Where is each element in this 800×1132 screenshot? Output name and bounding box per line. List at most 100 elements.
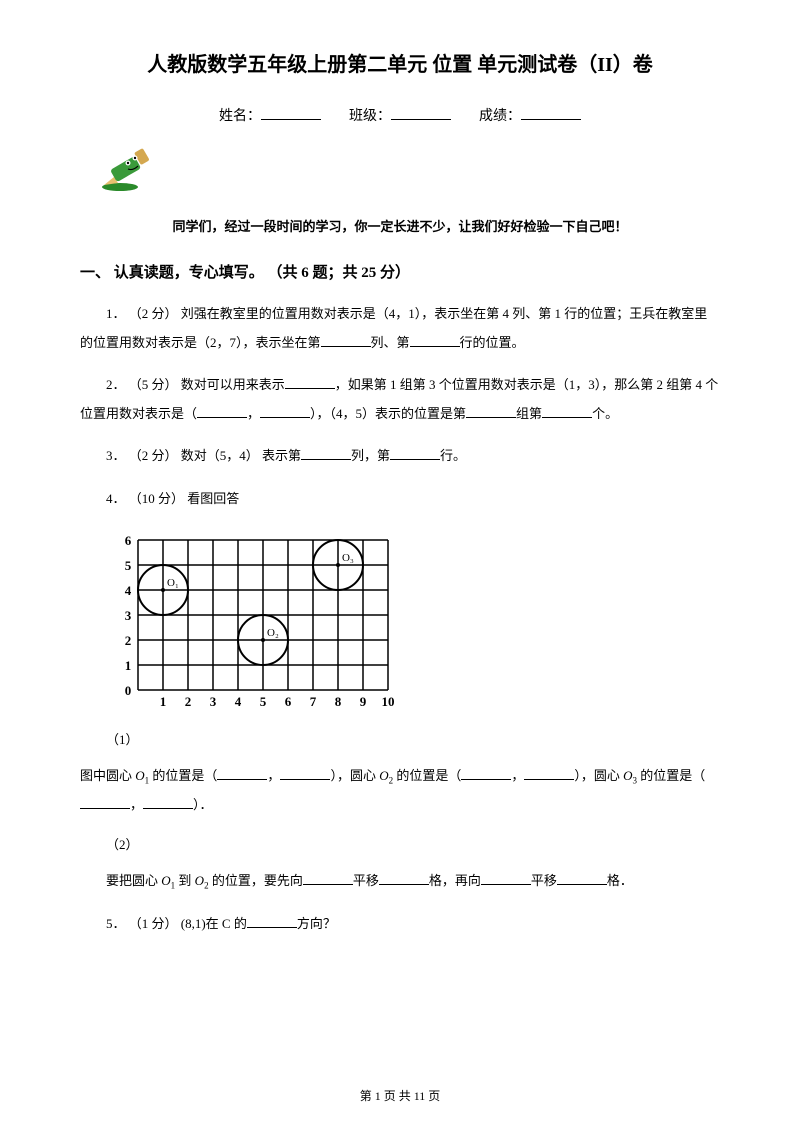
q4s1-b6: [143, 797, 193, 809]
q5-b1: [247, 916, 297, 928]
q4s2-t7: 格．: [607, 873, 633, 888]
footer-t1: 第: [360, 1089, 375, 1103]
q2-t5: 组第: [516, 406, 542, 421]
q4s2-t2: 到: [175, 873, 195, 888]
q2-b5: [542, 406, 592, 418]
q4-sub2-label: （2）: [106, 834, 720, 853]
svg-text:6: 6: [285, 694, 292, 709]
question-4-sub2: 要把圆心 O1 到 O2 的位置，要先向平移格，再向平移格．: [80, 867, 720, 896]
svg-text:2: 2: [185, 694, 192, 709]
q4s1-t7: ），圆心: [574, 768, 623, 783]
q4-sub1-label: （1）: [106, 729, 720, 748]
name-blank: [261, 106, 321, 120]
q4s2-o1: O: [161, 873, 170, 888]
svg-text:0: 0: [125, 683, 132, 698]
q1-blank-2: [410, 335, 460, 347]
score-label: 成绩：: [479, 109, 521, 124]
q4s2-t1: 要把圆心: [106, 873, 161, 888]
q2-t6: 个。: [592, 406, 618, 421]
q4s1-o3: O: [623, 768, 632, 783]
question-4-sub1: 图中圆心 O1 的位置是（，），圆心 O2 的位置是（，），圆心 O3 的位置是…: [80, 762, 720, 820]
q4s1-t4: ），圆心: [330, 768, 379, 783]
question-2: 2． （5 分） 数对可以用来表示，如果第 1 组第 3 个位置用数对表示是（1…: [80, 371, 720, 428]
question-5: 5． （1 分） (8,1)在 C 的 方向？: [80, 910, 720, 939]
class-label: 班级：: [349, 109, 391, 124]
q4s1-t9: ，: [130, 797, 143, 812]
svg-text:1: 1: [160, 694, 167, 709]
q4s1-t1: 图中圆心: [80, 768, 135, 783]
svg-text:8: 8: [335, 694, 342, 709]
q4s1-t2: 的位置是（: [149, 768, 217, 783]
q4s2-b2: [379, 873, 429, 885]
q4s2-t3: 的位置，要先向: [209, 873, 303, 888]
svg-text:4: 4: [235, 694, 242, 709]
q4s1-b5: [80, 797, 130, 809]
q4s1-b1: [217, 768, 267, 780]
q4s1-t3: ，: [267, 768, 280, 783]
svg-text:10: 10: [382, 694, 395, 709]
page-title: 人教版数学五年级上册第二单元 位置 单元测试卷（II）卷: [80, 48, 720, 77]
question-4-header: 4． （10 分） 看图回答: [80, 485, 720, 514]
svg-text:O₁: O₁: [167, 577, 179, 589]
q2-b2: [197, 406, 247, 418]
q5-t1: 5． （1 分） (8,1)在 C 的: [106, 916, 247, 931]
q4s1-t5: 的位置是（: [393, 768, 461, 783]
footer-total: 11: [414, 1089, 426, 1103]
question-1: 1． （2 分） 刘强在教室里的位置用数对表示是（4，1），表示坐在第 4 列、…: [80, 300, 720, 357]
svg-text:O₃: O₃: [342, 552, 354, 564]
q4s1-b2: [280, 768, 330, 780]
footer-t2: 页 共: [381, 1089, 414, 1103]
svg-text:9: 9: [360, 694, 367, 709]
q2-t1: 2． （5 分） 数对可以用来表示: [106, 377, 285, 392]
score-blank: [521, 106, 581, 120]
q2-b4: [466, 406, 516, 418]
q2-b3: [260, 406, 310, 418]
q3-t1: 3． （2 分） 数对（5，4） 表示第: [106, 448, 301, 463]
q3-t2: 列，第: [351, 448, 390, 463]
q4s1-t8: 的位置是（: [637, 768, 705, 783]
q1-blank-1: [321, 335, 371, 347]
question-3: 3． （2 分） 数对（5，4） 表示第 列，第 行。: [80, 442, 720, 471]
q4s1-t10: ）．: [193, 797, 213, 812]
svg-text:2: 2: [125, 633, 132, 648]
grid-chart: 0 1 2 3 4 5 6 1 2 3 4 5 6 7 8 9 10 O₁ O₂ O₃: [120, 530, 720, 715]
svg-text:1: 1: [125, 658, 132, 673]
q4s2-t6: 平移: [531, 873, 557, 888]
q4s2-b1: [303, 873, 353, 885]
q2-b1: [285, 377, 335, 389]
svg-text:3: 3: [125, 608, 132, 623]
svg-text:O₂: O₂: [267, 627, 279, 639]
svg-text:4: 4: [125, 583, 132, 598]
page-footer: 第 1 页 共 11 页: [0, 1087, 800, 1104]
q2-t4: ），（4，5）表示的位置是第: [310, 406, 466, 421]
svg-text:6: 6: [125, 533, 132, 548]
q4s2-t4: 平移: [353, 873, 379, 888]
section-1-header: 一、 认真读题，专心填写。 （共 6 题；共 25 分）: [80, 261, 720, 282]
svg-text:7: 7: [310, 694, 317, 709]
q4s2-o2: O: [195, 873, 204, 888]
svg-text:5: 5: [260, 694, 267, 709]
q4s1-o2: O: [379, 768, 388, 783]
q3-b2: [390, 448, 440, 460]
q5-t2: 方向？: [297, 916, 336, 931]
q4s2-t5: 格，再向: [429, 873, 481, 888]
q3-b1: [301, 448, 351, 460]
q4s2-b3: [481, 873, 531, 885]
name-label: 姓名：: [219, 109, 261, 124]
q4s1-o1: O: [135, 768, 144, 783]
class-blank: [391, 106, 451, 120]
q3-t3: 行。: [440, 448, 466, 463]
encourage-text: 同学们，经过一段时间的学习，你一定长进不少，让我们好好检验一下自己吧！: [80, 216, 720, 235]
info-line: 姓名： 班级： 成绩：: [80, 105, 720, 125]
footer-t3: 页: [425, 1089, 440, 1103]
q1-text-b: 列、第: [371, 335, 410, 350]
q1-text-c: 行的位置。: [460, 335, 525, 350]
q2-t3: ，: [247, 406, 260, 421]
svg-text:3: 3: [210, 694, 217, 709]
q4s1-t6: ，: [511, 768, 524, 783]
q4s2-b4: [557, 873, 607, 885]
svg-text:5: 5: [125, 558, 132, 573]
q4s1-b3: [461, 768, 511, 780]
pencil-icon: [100, 145, 720, 198]
q4s1-b4: [524, 768, 574, 780]
